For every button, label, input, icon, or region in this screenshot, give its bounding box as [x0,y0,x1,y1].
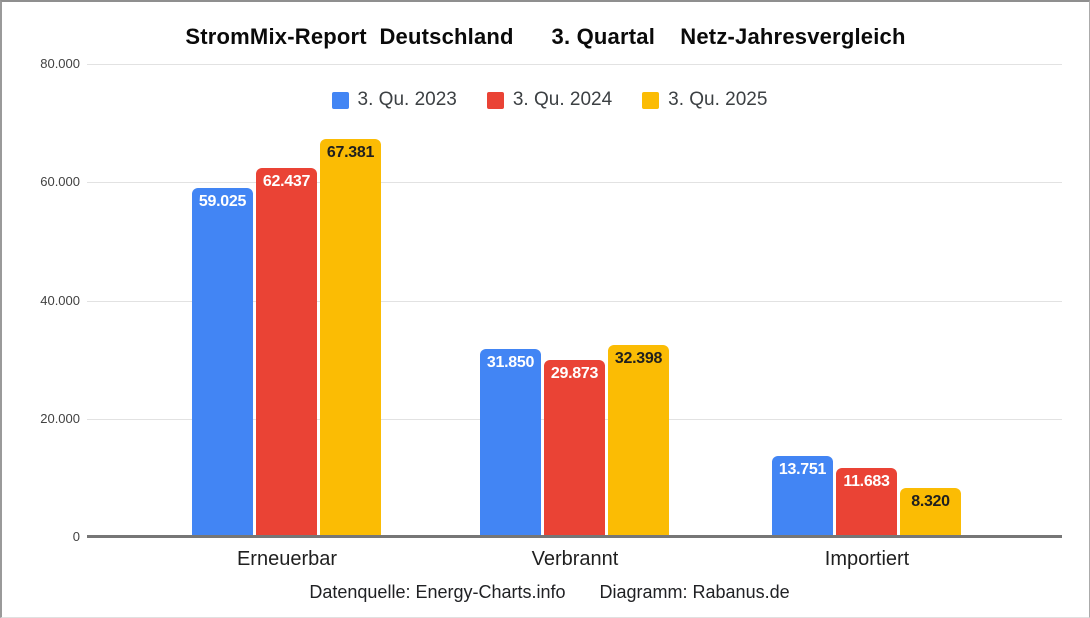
bar-erneuerbar-32023: 59.025 [192,188,253,537]
bar-value-label: 67.381 [326,144,375,161]
bar-value-label: 11.683 [843,473,890,490]
bar-erneuerbar-32025: 67.381 [320,139,381,537]
chart-footer: Datenquelle: Energy-Charts.info Diagramm… [62,582,1037,603]
y-axis-tick-label: 0 [72,529,80,544]
legend-swatch [642,91,660,109]
bar-importiert-32025: 8.320 [900,488,961,537]
bar-importiert-32024: 11.683 [836,468,897,537]
gridline [87,64,1062,65]
gridline [87,182,1062,183]
y-axis-tick-label: 20.000 [40,411,80,426]
legend-item-32025: 3. Qu. 2025 [642,89,767,111]
legend-label: 3. Qu. 2024 [512,89,613,110]
bar-value-label: 8.320 [911,493,950,510]
bar-verbrannt-32025: 32.398 [608,345,669,537]
footer-source: Datenquelle: Energy-Charts.info [309,582,566,602]
y-axis-tick-label: 40.000 [40,293,80,308]
footer-credit: Diagramm: Rabanus.de [599,582,790,602]
bar-verbrannt-32024: 29.873 [544,360,605,537]
bar-value-label: 29.873 [550,365,599,382]
bar-value-label: 32.398 [614,350,663,367]
legend-swatch [331,91,349,109]
bar-verbrannt-32023: 31.850 [480,349,541,537]
bar-value-label: 59.025 [198,193,247,210]
bar-importiert-32023: 13.751 [772,456,833,537]
x-axis-category-label: Erneuerbar [236,548,338,570]
x-axis-baseline [87,535,1062,538]
legend-swatch [486,91,504,109]
x-axis-category-label: Importiert [824,548,910,570]
x-axis-category-label: Verbrannt [531,548,619,570]
bar-value-label: 62.437 [262,173,311,190]
chart-title: StromMix-Report Deutschland 3. Quartal N… [185,24,906,49]
bar-erneuerbar-32024: 62.437 [256,168,317,537]
gridline [87,301,1062,302]
y-axis-tick-label: 60.000 [40,174,80,189]
legend-item-32023: 3. Qu. 2023 [331,89,457,111]
legend-label: 3. Qu. 2023 [357,89,457,110]
bar-value-label: 13.751 [778,461,827,478]
legend-item-32024: 3. Qu. 2024 [486,89,613,111]
bar-value-label: 31.850 [486,354,535,371]
y-axis-tick-label: 80.000 [40,56,80,71]
chart-legend: 3. Qu. 2023 3. Qu. 2024 3. Qu. 2025 [62,89,1037,111]
legend-label: 3. Qu. 2025 [668,89,768,110]
